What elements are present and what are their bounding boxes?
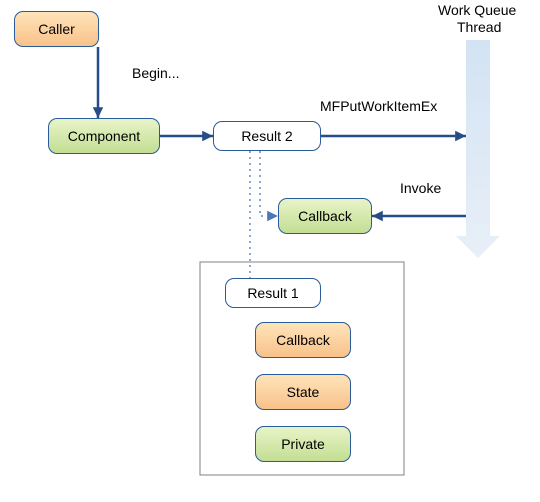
node-cstate: State	[255, 374, 351, 410]
node-label: Callback	[298, 208, 352, 224]
node-label: Callback	[276, 332, 330, 348]
node-label: Result 2	[241, 128, 292, 144]
node-ccallback: Callback	[255, 322, 351, 358]
node-result1: Result 1	[225, 278, 321, 308]
node-component: Component	[48, 118, 160, 154]
label-invoke: Invoke	[400, 180, 441, 196]
node-label: Private	[281, 436, 325, 452]
node-callback: Callback	[278, 198, 372, 234]
node-label: Caller	[38, 21, 75, 37]
label-begin: Begin...	[132, 65, 179, 81]
node-result2: Result 2	[213, 121, 321, 151]
label-thread-2: Thread	[457, 19, 501, 35]
node-caller: Caller	[14, 11, 99, 47]
node-label: Result 1	[247, 285, 298, 301]
node-label: Component	[68, 128, 140, 144]
node-label: State	[287, 384, 320, 400]
label-put: MFPutWorkItemEx	[320, 98, 437, 114]
label-thread-1: Work Queue	[438, 2, 516, 18]
node-cprivate: Private	[255, 426, 351, 462]
